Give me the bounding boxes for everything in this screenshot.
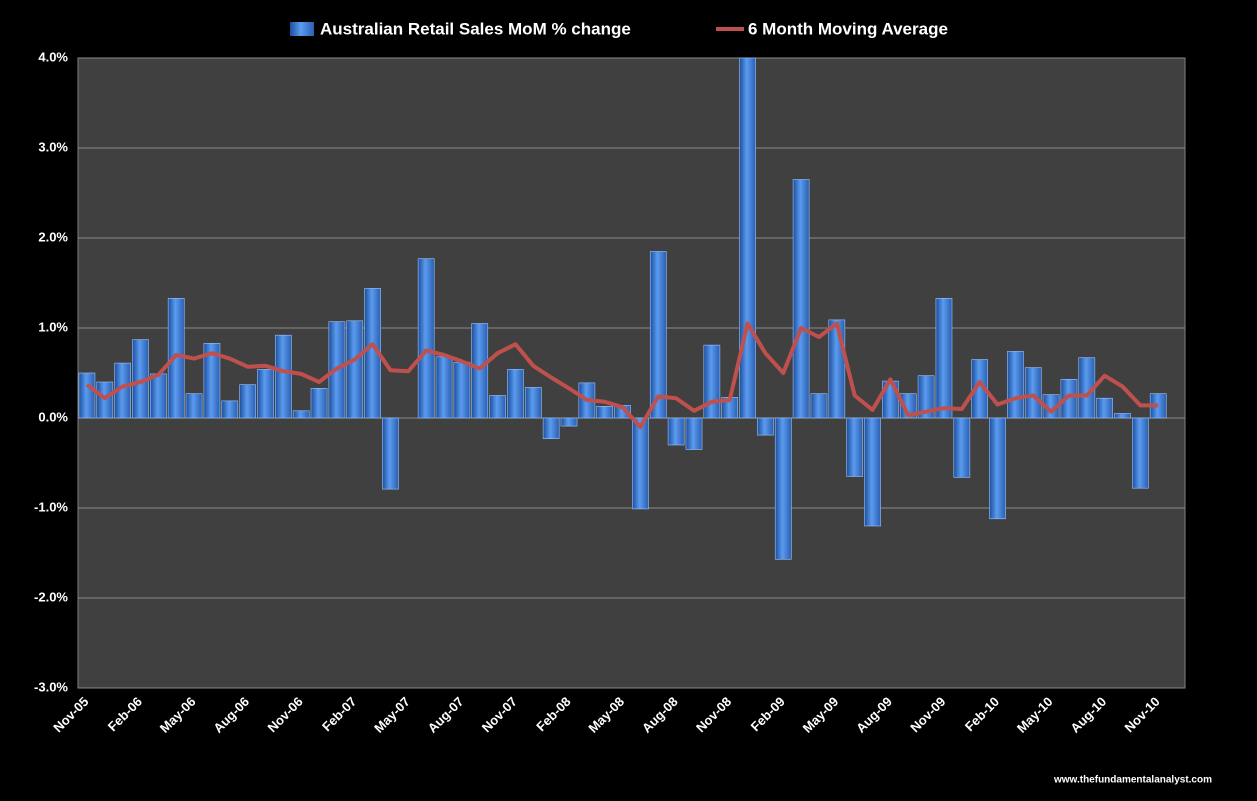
x-tick-label: May-08 — [585, 694, 627, 736]
bar — [507, 369, 524, 419]
bar — [685, 417, 703, 450]
x-tick-label: Feb-07 — [319, 694, 359, 734]
x-tick-label: Nov-10 — [1122, 694, 1163, 735]
bar — [596, 405, 614, 419]
legend-swatch — [290, 22, 314, 36]
y-tick-label: 2.0% — [38, 229, 68, 244]
x-tick-label: May-06 — [157, 694, 199, 736]
bar — [310, 387, 328, 419]
x-tick-label: Feb-09 — [748, 694, 788, 734]
bar — [453, 361, 471, 419]
x-tick-label: May-09 — [800, 694, 842, 736]
bar — [899, 393, 917, 419]
y-tick-label: -2.0% — [34, 589, 68, 604]
bar — [78, 372, 96, 419]
y-tick-label: -1.0% — [34, 499, 68, 514]
bar — [292, 410, 310, 419]
bar — [489, 395, 506, 419]
x-tick-label: May-10 — [1014, 694, 1056, 736]
bar — [221, 400, 239, 419]
y-tick-label: 0.0% — [38, 409, 68, 424]
bar — [989, 417, 1006, 520]
x-tick-label: Aug-10 — [1067, 694, 1109, 736]
bar — [649, 251, 667, 419]
source: www.thefundamentalanalyst.com — [1053, 775, 1212, 786]
bar — [1096, 397, 1113, 419]
bar — [257, 369, 274, 419]
bar — [382, 417, 399, 490]
bar — [239, 384, 256, 419]
x-tick-label: Nov-08 — [693, 694, 734, 735]
bar — [417, 258, 435, 419]
bar — [560, 417, 578, 427]
x-tick-label: Nov-07 — [479, 694, 520, 735]
bar — [471, 323, 489, 419]
bar — [935, 297, 953, 419]
line — [85, 321, 1159, 429]
bar — [739, 57, 756, 419]
x-tick-label: Feb-06 — [105, 694, 145, 734]
x-tick-label: Aug-07 — [425, 694, 467, 736]
bar — [632, 417, 649, 510]
bar — [1114, 413, 1131, 419]
bar — [203, 342, 221, 419]
bar — [846, 417, 864, 477]
y-tick-label: 3.0% — [38, 139, 68, 154]
x-tick-label: Nov-05 — [50, 694, 91, 735]
bar — [1132, 417, 1149, 489]
x-tick-label: Aug-09 — [853, 694, 895, 736]
x-tick-label: Nov-06 — [264, 694, 305, 735]
bar — [667, 417, 685, 446]
bar — [971, 359, 989, 419]
bar — [864, 417, 881, 527]
bar — [1024, 367, 1042, 419]
bar — [917, 375, 935, 419]
x-tick-label: Aug-06 — [210, 694, 252, 736]
x-tick-label: Feb-08 — [533, 694, 573, 734]
bar — [274, 334, 292, 419]
bar — [828, 319, 846, 419]
bar — [774, 417, 792, 560]
y-tick-label: 1.0% — [38, 319, 68, 334]
x-tick-label: Nov-09 — [907, 694, 948, 735]
y-tick-label: 4.0% — [38, 49, 68, 64]
bar — [346, 320, 364, 419]
x-tick-label: Aug-08 — [639, 694, 681, 736]
bar — [435, 356, 453, 419]
y-tick-label: -3.0% — [34, 679, 68, 694]
bar — [1007, 351, 1024, 419]
x-tick-label: May-07 — [371, 694, 413, 736]
bar — [757, 417, 774, 436]
bar — [524, 387, 542, 419]
bar — [810, 393, 828, 419]
legend-label: 6 Month Moving Average — [748, 19, 948, 38]
bar — [542, 417, 560, 440]
bar — [1060, 378, 1078, 419]
bar — [150, 373, 167, 419]
bar — [703, 344, 721, 419]
bar — [953, 417, 971, 478]
bar — [185, 393, 203, 419]
legend-label: Australian Retail Sales MoM % change — [320, 19, 631, 38]
bar — [792, 179, 810, 419]
x-tick-label: Feb-10 — [962, 694, 1002, 734]
